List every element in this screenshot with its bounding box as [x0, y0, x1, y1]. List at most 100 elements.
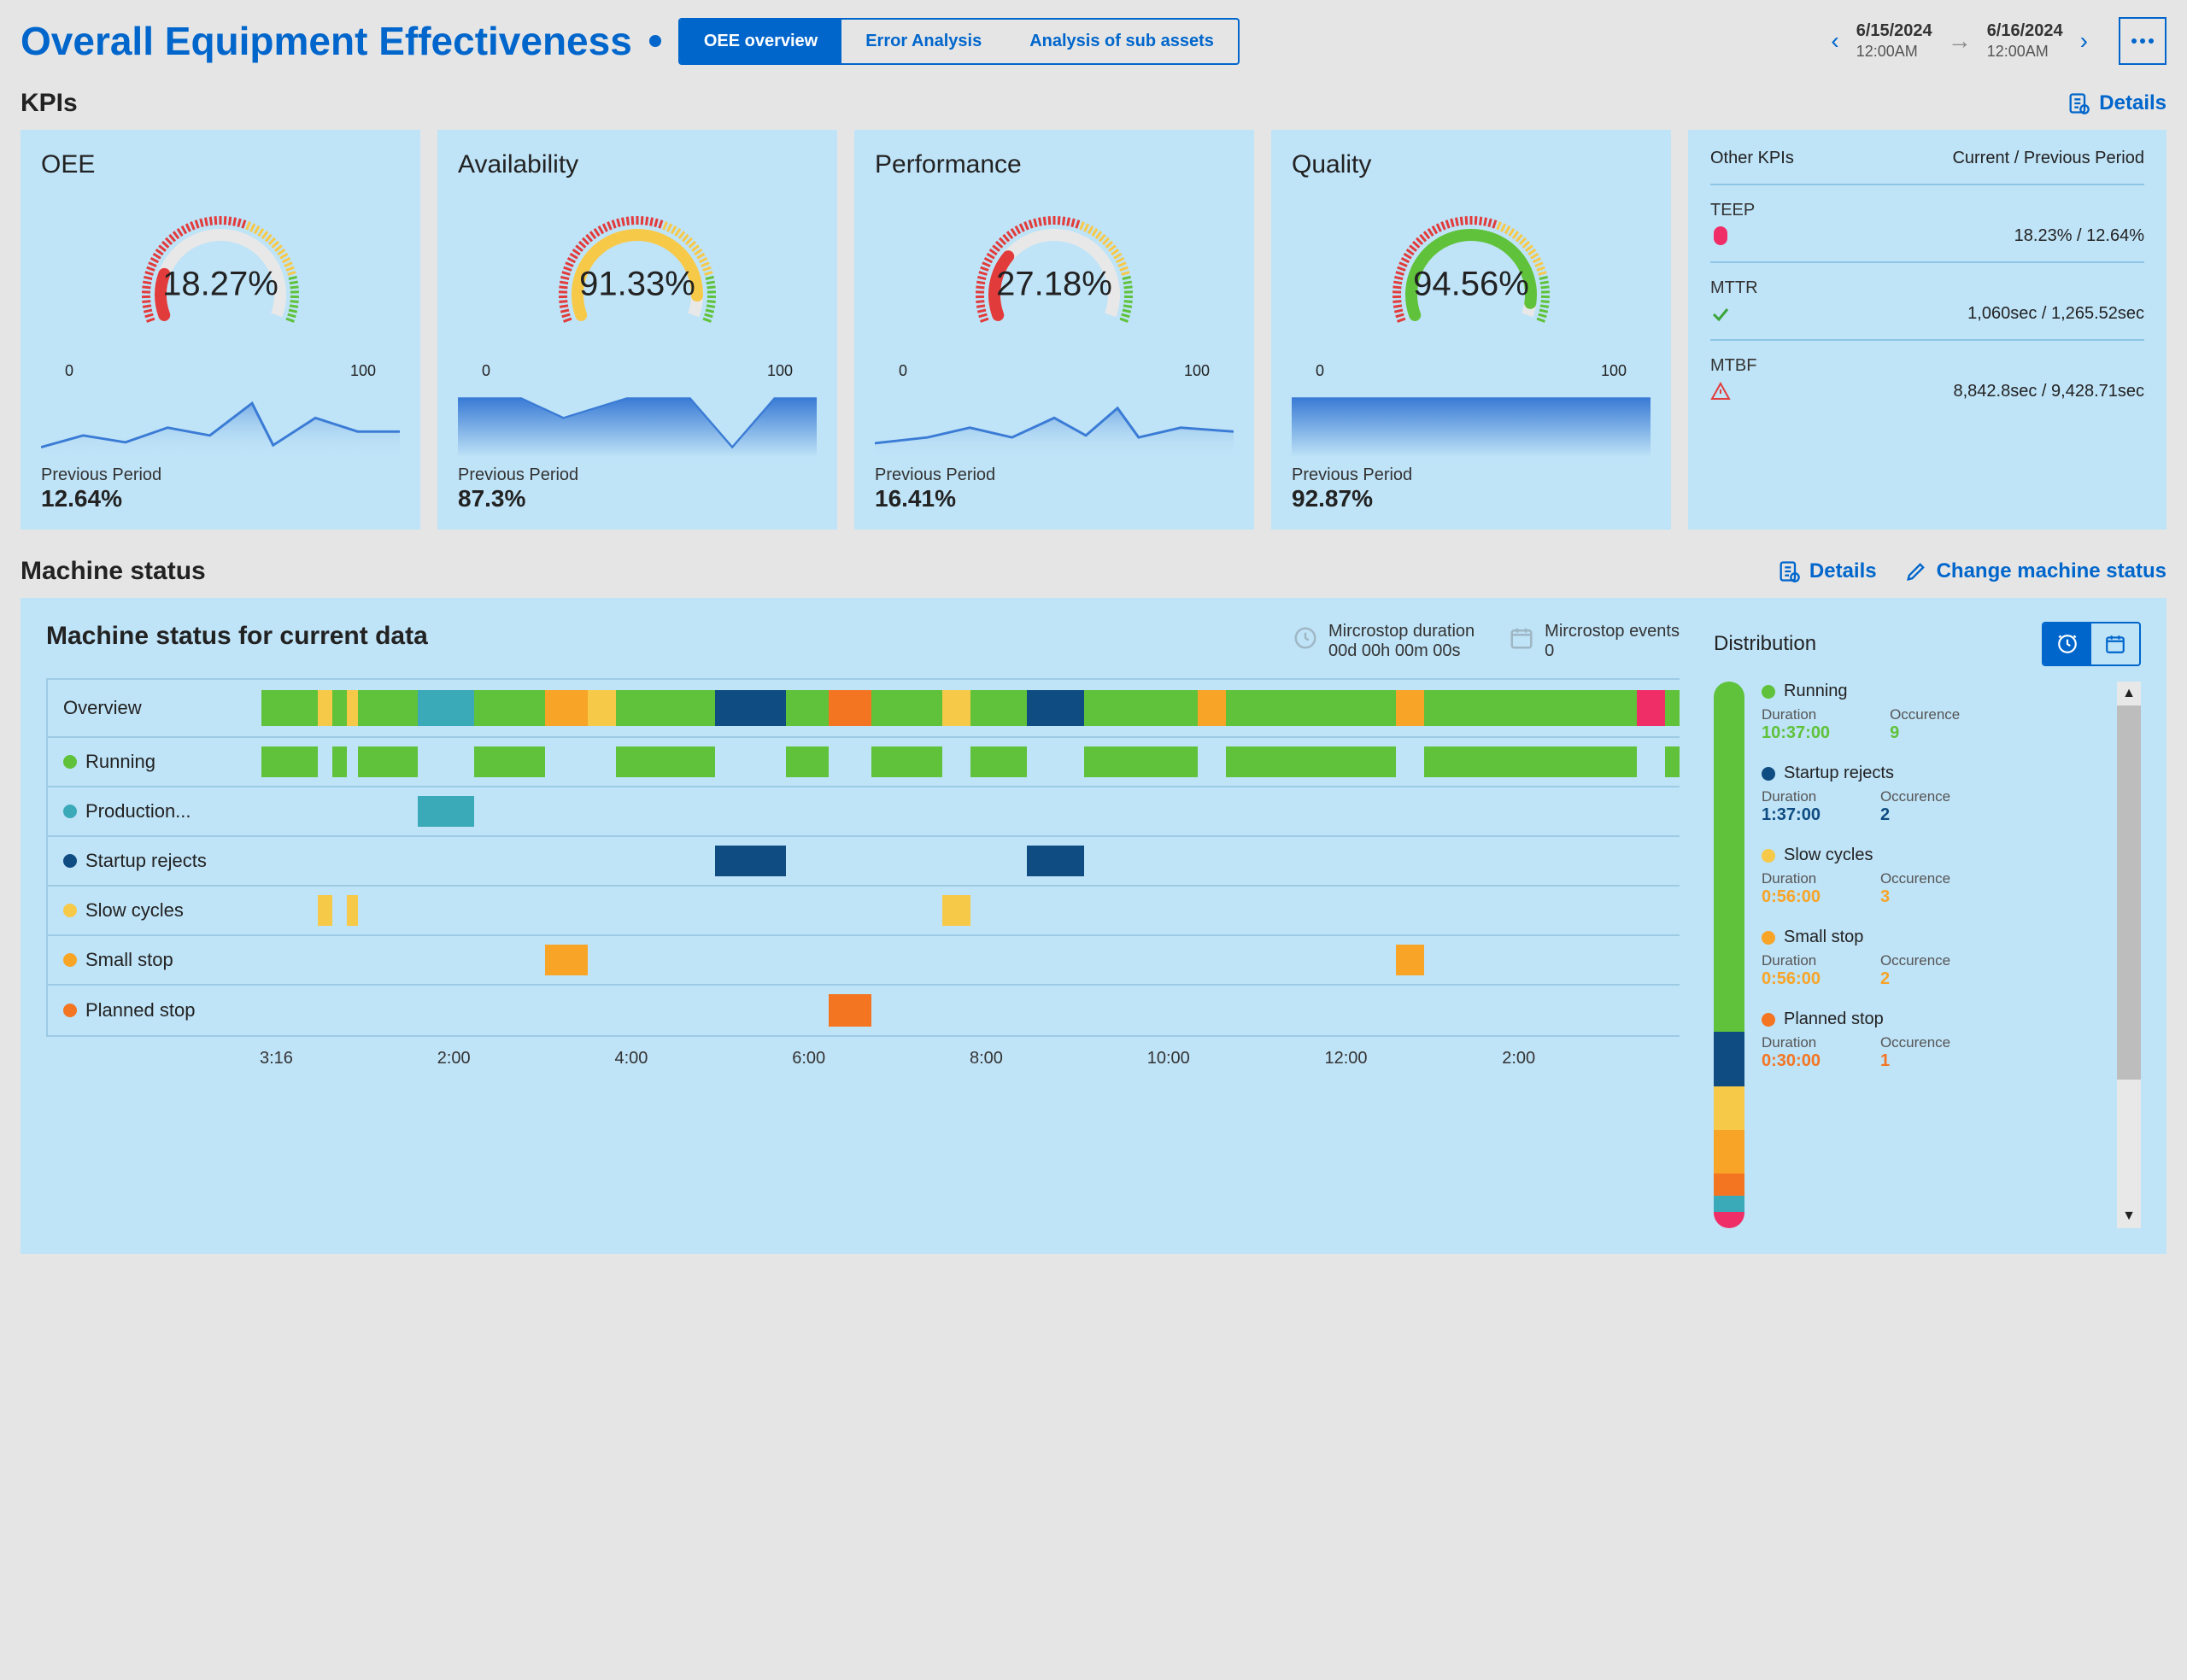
gantt-tick: 2:00: [1502, 1049, 1680, 1068]
tab-error-analysis[interactable]: Error Analysis: [841, 20, 1006, 63]
gantt-tick: 10:00: [1147, 1049, 1325, 1068]
kpi-title: Availability: [458, 150, 817, 179]
kpi-prev-value: 12.64%: [41, 485, 400, 512]
dist-bar-segment: [1714, 1086, 1744, 1130]
kpi-title: Performance: [875, 150, 1234, 179]
dist-item[interactable]: Startup rejects Duration 1:37:00 Occuren…: [1762, 764, 2100, 825]
date-to[interactable]: 6/16/2024 12:00AM: [1987, 20, 2063, 61]
other-kpi-title: MTBF: [1710, 356, 2144, 376]
dist-bar-segment: [1714, 1130, 1744, 1174]
ms-details-link[interactable]: Details: [1777, 559, 1877, 583]
date-from-time: 12:00AM: [1856, 42, 1932, 61]
gantt-track[interactable]: [261, 837, 1680, 885]
status-icon: [1710, 381, 1731, 401]
bullet-icon: [1762, 1013, 1775, 1027]
bullet-icon: [1762, 767, 1775, 781]
kpi-title: Quality: [1292, 150, 1651, 179]
dist-item[interactable]: Small stop Duration 0:56:00 Occurence 2: [1762, 928, 2100, 989]
gantt-track[interactable]: [261, 887, 1680, 934]
ms-panel-title: Machine status for current data: [46, 622, 428, 651]
date-from[interactable]: 6/15/2024 12:00AM: [1856, 20, 1932, 61]
scroll-track[interactable]: [2117, 1080, 2141, 1204]
dist-occurence-label: Occurence: [1880, 952, 1950, 969]
scroll-down-icon[interactable]: ▼: [2117, 1204, 2141, 1228]
kpi-value: 91.33%: [579, 265, 695, 303]
kpis-details-link[interactable]: Details: [2067, 91, 2166, 115]
scroll-up-icon[interactable]: ▲: [2117, 682, 2141, 705]
dist-item[interactable]: Slow cycles Duration 0:56:00 Occurence 3: [1762, 846, 2100, 907]
gantt-track[interactable]: [261, 936, 1680, 984]
dist-item[interactable]: Running Duration 10:37:00 Occurence 9: [1762, 682, 2100, 743]
gantt-row-label: Startup rejects: [48, 850, 261, 872]
kpi-prev-value: 16.41%: [875, 485, 1234, 512]
dist-duration-value: 0:56:00: [1762, 887, 1821, 907]
gantt-row: Production...: [48, 787, 1680, 837]
kpi-cards-row: OEE 18.27% 0100 Previous Period 12.64% A…: [21, 130, 2166, 530]
status-dot-icon: [649, 35, 661, 47]
kpi-card-availability[interactable]: Availability 91.33% 0100 Previous Period…: [437, 130, 837, 530]
dist-toggle-calendar[interactable]: [2091, 623, 2139, 664]
dist-toggle-time[interactable]: [2043, 623, 2091, 664]
gantt-tick: 2:00: [437, 1049, 615, 1068]
kpi-prev-label: Previous Period: [458, 465, 817, 485]
gantt-row: Overview: [48, 680, 1680, 738]
kpi-card-oee[interactable]: OEE 18.27% 0100 Previous Period 12.64%: [21, 130, 420, 530]
dist-item-title: Slow cycles: [1762, 846, 2100, 865]
more-menu-button[interactable]: [2119, 17, 2166, 65]
dist-item[interactable]: Planned stop Duration 0:30:00 Occurence …: [1762, 1010, 2100, 1071]
dist-duration-value: 1:37:00: [1762, 805, 1821, 825]
kpi-prev-label: Previous Period: [875, 465, 1234, 485]
date-range-nav: ‹ 6/15/2024 12:00AM → 6/16/2024 12:00AM …: [1824, 17, 2166, 65]
distribution-scrollbar[interactable]: ▲ ▼: [2117, 682, 2141, 1228]
dist-duration-label: Duration: [1762, 952, 1821, 969]
dist-item-title: Planned stop: [1762, 1010, 2100, 1029]
distribution-title: Distribution: [1714, 632, 1816, 656]
gantt-row: Planned stop: [48, 986, 1680, 1035]
date-to-date: 6/16/2024: [1987, 20, 2063, 42]
gantt-row-label: Running: [48, 751, 261, 773]
dist-occurence-value: 2: [1880, 805, 1950, 825]
tab-oee-overview[interactable]: OEE overview: [680, 20, 841, 63]
other-kpi-value: 1,060sec / 1,265.52sec: [1967, 304, 2144, 324]
other-kpis-title: Other KPIs: [1710, 149, 1794, 168]
dist-duration-value: 0:30:00: [1762, 1051, 1821, 1071]
view-tabs: OEE overview Error Analysis Analysis of …: [678, 18, 1240, 65]
dist-occurence-value: 9: [1890, 723, 1960, 743]
microstop-events-value: 0: [1545, 641, 1680, 661]
gantt-row: Running: [48, 738, 1680, 787]
kpi-prev-value: 92.87%: [1292, 485, 1651, 512]
gantt-track[interactable]: [261, 738, 1680, 786]
gantt-track[interactable]: [261, 787, 1680, 835]
change-machine-status-link[interactable]: Change machine status: [1904, 559, 2166, 583]
distribution-list: Running Duration 10:37:00 Occurence 9 St…: [1762, 682, 2100, 1228]
gantt-tick: 12:00: [1325, 1049, 1503, 1068]
gantt-tick: 6:00: [792, 1049, 970, 1068]
kpi-card-performance[interactable]: Performance 27.18% 0100 Previous Period …: [854, 130, 1254, 530]
status-icon: [1710, 303, 1731, 324]
gantt-track[interactable]: [261, 680, 1680, 736]
other-kpi-row: MTTR 1,060sec / 1,265.52sec: [1710, 261, 2144, 339]
scroll-thumb[interactable]: [2117, 705, 2141, 1080]
kpi-title: OEE: [41, 150, 400, 179]
gantt-tick: 8:00: [970, 1049, 1147, 1068]
date-from-date: 6/15/2024: [1856, 20, 1932, 42]
machine-status-panel: Machine status for current data Mircrost…: [21, 598, 2166, 1254]
date-prev-icon[interactable]: ‹: [1824, 27, 1845, 55]
change-ms-label: Change machine status: [1937, 559, 2166, 583]
date-next-icon[interactable]: ›: [2073, 27, 2095, 55]
gantt-row-label: Production...: [48, 800, 261, 822]
kpi-card-quality[interactable]: Quality 94.56% 0100 Previous Period 92.8…: [1271, 130, 1671, 530]
microstop-events: Mircrostop events 0: [1509, 622, 1680, 661]
kpi-prev-label: Previous Period: [41, 465, 400, 485]
kpis-details-label: Details: [2099, 91, 2166, 115]
kpi-gauge: 18.27%: [41, 188, 400, 384]
gantt-row: Small stop: [48, 936, 1680, 986]
machine-status-section-head: Machine status Details Change machine st…: [21, 557, 2166, 586]
tab-sub-assets[interactable]: Analysis of sub assets: [1006, 20, 1238, 63]
gantt-table: Overview Running Production... Startup r…: [46, 678, 1680, 1037]
gantt-track[interactable]: [261, 986, 1680, 1035]
dist-occurence-value: 2: [1880, 969, 1950, 989]
kpi-sparkline: [1292, 389, 1651, 457]
dist-duration-label: Duration: [1762, 870, 1821, 887]
bullet-icon: [1762, 931, 1775, 945]
